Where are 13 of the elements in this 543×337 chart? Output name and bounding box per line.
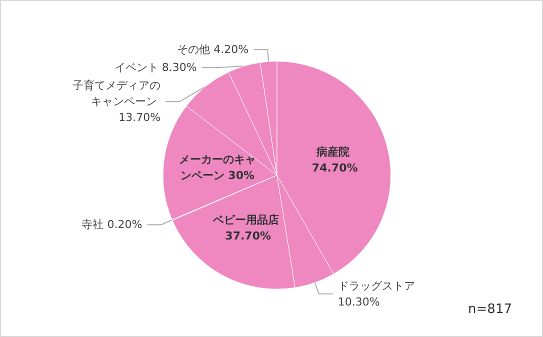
slice-label: ベビー用品店	[212, 213, 283, 226]
slice-label: イベント 8.30%	[114, 61, 197, 74]
slice-label: ドラッグストア	[338, 279, 418, 292]
data-label: 74.70%	[312, 161, 358, 174]
slice-label: メーカーのキャンペーン 30%	[178, 153, 256, 182]
data-label: 13.70%	[118, 111, 161, 124]
slice-label: 病産院	[315, 145, 354, 158]
data-label: 37.70%	[225, 229, 271, 242]
data-label: 10.30%	[338, 295, 380, 308]
slice-label: その他 4.20%	[177, 43, 249, 56]
text: n=817	[468, 302, 512, 317]
slice-label: 寺社 0.20%	[82, 218, 142, 232]
slice-label: 子育てメディアのキャンペーン	[72, 79, 161, 108]
